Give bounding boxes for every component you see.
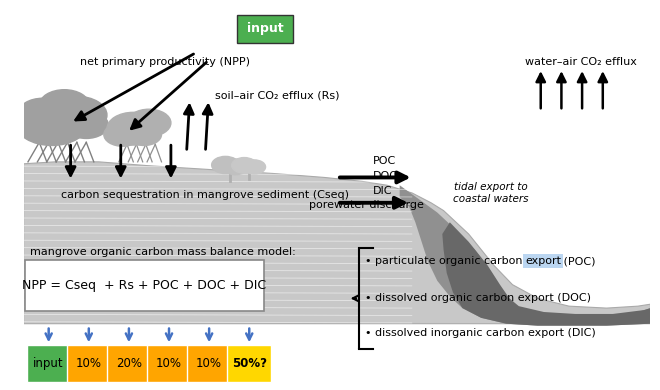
Text: soil–air CO₂ efflux (Rs): soil–air CO₂ efflux (Rs)	[214, 90, 339, 101]
Text: POC
DOC
DIC: POC DOC DIC	[374, 156, 399, 196]
Circle shape	[18, 98, 66, 128]
Text: • dissolved organic carbon export (DOC): • dissolved organic carbon export (DOC)	[365, 293, 591, 303]
Text: input: input	[247, 22, 283, 35]
Text: porewater discharge: porewater discharge	[309, 200, 424, 210]
Circle shape	[127, 124, 162, 145]
Text: • particulate organic carbon: • particulate organic carbon	[365, 256, 526, 266]
Text: NPP = Cseq  + Rs + POC + DOC + DIC: NPP = Cseq + Rs + POC + DOC + DIC	[22, 279, 267, 292]
FancyBboxPatch shape	[27, 345, 71, 382]
Text: mangrove organic carbon mass balance model:: mangrove organic carbon mass balance mod…	[30, 246, 296, 257]
Text: input: input	[34, 357, 64, 370]
Text: export: export	[525, 256, 561, 266]
FancyBboxPatch shape	[67, 345, 111, 382]
FancyBboxPatch shape	[25, 260, 264, 311]
Circle shape	[127, 109, 171, 136]
Text: tidal export to
coastal waters: tidal export to coastal waters	[453, 182, 529, 204]
FancyBboxPatch shape	[107, 345, 151, 382]
Text: 10%: 10%	[76, 357, 102, 370]
Text: water–air CO₂ efflux: water–air CO₂ efflux	[525, 57, 637, 67]
Polygon shape	[24, 162, 650, 324]
Text: net primary productivity (NPP): net primary productivity (NPP)	[80, 57, 250, 67]
Text: 10%: 10%	[156, 357, 182, 370]
Text: carbon sequestration in mangrove sediment (Cseq): carbon sequestration in mangrove sedimen…	[61, 190, 349, 200]
FancyBboxPatch shape	[187, 345, 231, 382]
Circle shape	[243, 160, 265, 174]
Circle shape	[232, 158, 257, 173]
Circle shape	[223, 159, 248, 175]
Polygon shape	[400, 185, 650, 326]
Text: 20%: 20%	[116, 357, 142, 370]
Circle shape	[64, 111, 108, 138]
Text: (POC): (POC)	[560, 256, 595, 266]
FancyBboxPatch shape	[147, 345, 191, 382]
Polygon shape	[442, 222, 650, 326]
Text: 10%: 10%	[196, 357, 222, 370]
Circle shape	[107, 112, 160, 145]
Text: • dissolved inorganic carbon export (DIC): • dissolved inorganic carbon export (DIC…	[365, 328, 596, 339]
Circle shape	[47, 96, 107, 134]
Circle shape	[15, 100, 88, 145]
Circle shape	[39, 90, 89, 121]
FancyBboxPatch shape	[227, 345, 271, 382]
Circle shape	[104, 123, 141, 146]
Text: 50%?: 50%?	[232, 357, 267, 370]
Circle shape	[212, 156, 239, 174]
FancyBboxPatch shape	[237, 15, 293, 43]
